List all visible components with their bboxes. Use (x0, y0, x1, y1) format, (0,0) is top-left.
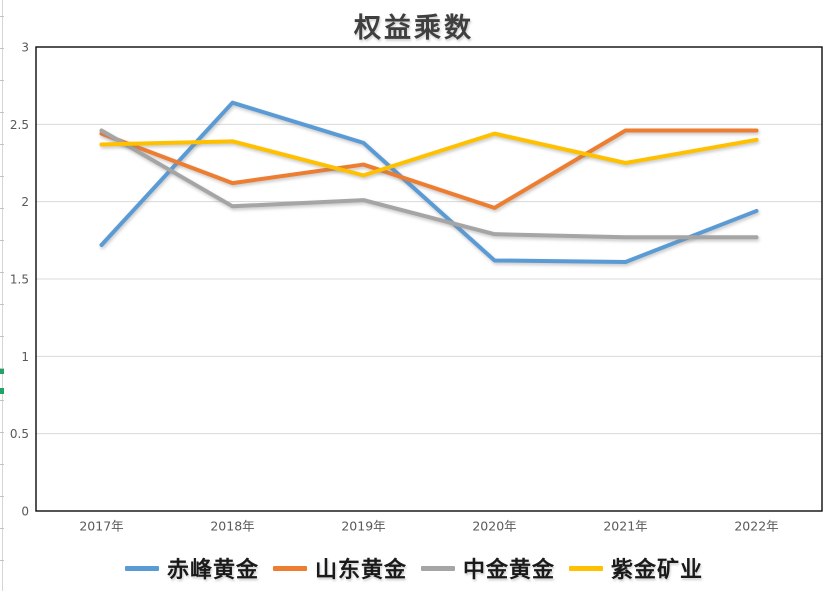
x-axis-tick-label: 2020年 (472, 519, 516, 534)
series-line-山东黄金 (99, 128, 759, 210)
x-axis-tick-label: 2021年 (603, 519, 647, 534)
plot-area[interactable]: 0 0.5 1 1.5 2 2.5 3 2017年 2018年 2019年 2020年 2021年 20… (0, 0, 828, 545)
x-axis-tick-label: 2022年 (734, 519, 778, 534)
x-axis-tick-label: 2019年 (341, 519, 385, 534)
worksheet-edge-line (2, 0, 3, 591)
worksheet-edge-tick (0, 464, 4, 465)
worksheet-edge-tick (0, 112, 4, 113)
y-axis-tick-label: 2 (21, 195, 29, 209)
worksheet-edge-tick (0, 176, 4, 177)
x-axis-tick-label: 2017年 (79, 519, 123, 534)
worksheet-edge-tick (0, 528, 4, 529)
worksheet-edge-tick (0, 144, 4, 145)
worksheet-edge-tick (0, 48, 4, 49)
legend-item[interactable]: 山东黄金 (272, 552, 407, 584)
y-axis-tick-label: 3 (21, 41, 29, 55)
y-axis-tick-label: 1 (21, 350, 29, 364)
worksheet-edge-green-tick (0, 368, 4, 374)
legend-line-marker (421, 565, 455, 571)
legend-label: 山东黄金 (314, 557, 407, 582)
series-line-中金黄金 (99, 128, 759, 240)
legend-line-marker (124, 565, 159, 571)
worksheet-edge-tick (0, 304, 4, 305)
legend-line-marker (272, 565, 307, 571)
legend-item[interactable]: 中金黄金 (421, 552, 555, 584)
plot-border (35, 46, 823, 512)
worksheet-edge-tick (0, 400, 4, 401)
series-line-赤峰黄金 (99, 100, 759, 264)
worksheet-edge-green-tick (0, 388, 4, 394)
worksheet-edge-tick (0, 240, 4, 241)
worksheet-edge-tick (0, 496, 4, 497)
chart-legend: 赤峰黄金 山东黄金 中金黄金 紫金矿业 (0, 548, 828, 588)
legend-line-marker (569, 565, 604, 571)
legend-label: 赤峰黄金 (166, 557, 259, 582)
legend-item[interactable]: 紫金矿业 (569, 552, 703, 584)
worksheet-edge-tick (0, 16, 4, 17)
legend-item[interactable]: 赤峰黄金 (124, 552, 259, 584)
legend-label: 紫金矿业 (611, 557, 704, 582)
worksheet-edge-tick (0, 560, 4, 561)
series-line-紫金矿业 (99, 131, 759, 178)
y-axis-tick-label: 0 (21, 505, 29, 519)
worksheet-edge-tick (0, 432, 4, 433)
worksheet-edge-tick (0, 272, 4, 273)
worksheet-edge-tick (0, 80, 4, 81)
worksheet-edge-tick (0, 208, 4, 209)
y-axis-tick-label: 1.5 (10, 273, 29, 287)
y-axis-tick-label: 0.5 (10, 427, 29, 441)
worksheet-edge-tick (0, 336, 4, 337)
chart-title: 权益乘数 (354, 13, 474, 43)
x-axis-tick-label: 2018年 (210, 519, 254, 534)
legend-label: 中金黄金 (463, 557, 556, 582)
worksheet-edge-tick (0, 368, 4, 369)
y-axis-tick-label: 2.5 (10, 118, 29, 132)
